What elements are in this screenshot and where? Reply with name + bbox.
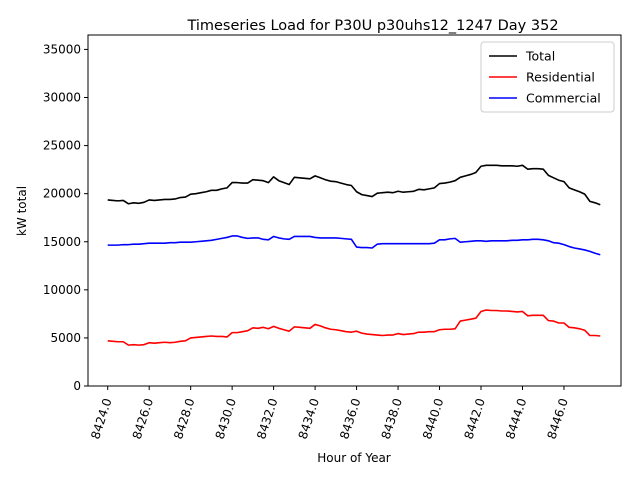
chart-title: Timeseries Load for P30U p30uhs12_1247 D… (186, 18, 558, 34)
y-tick-label: 0 (73, 379, 81, 393)
y-tick-label: 35000 (43, 42, 81, 56)
legend-box (480, 41, 615, 113)
series-line-commercial (107, 235, 601, 256)
series-layer (107, 164, 601, 346)
y-tick-label: 15000 (43, 235, 81, 249)
series-line-total (107, 164, 601, 206)
legend-label-commercial: Commercial (526, 91, 601, 106)
legend-label-total: Total (525, 49, 555, 64)
x-axis-label: Hour of Year (317, 451, 391, 465)
y-axis: 0 5000 10000 15000 20000 25000 30000 35000 (43, 42, 88, 393)
y-tick-label: 30000 (43, 91, 81, 105)
legend: Total Residential Commercial (480, 41, 615, 113)
series-line-residential (107, 309, 601, 346)
y-tick-label: 5000 (50, 331, 81, 345)
legend-label-residential: Residential (526, 70, 595, 85)
y-tick-label: 25000 (43, 139, 81, 153)
y-axis-label: kW total (15, 186, 29, 236)
y-tick-label: 20000 (43, 187, 81, 201)
plot-frame (87, 34, 622, 387)
y-tick-label: 10000 (43, 283, 81, 297)
